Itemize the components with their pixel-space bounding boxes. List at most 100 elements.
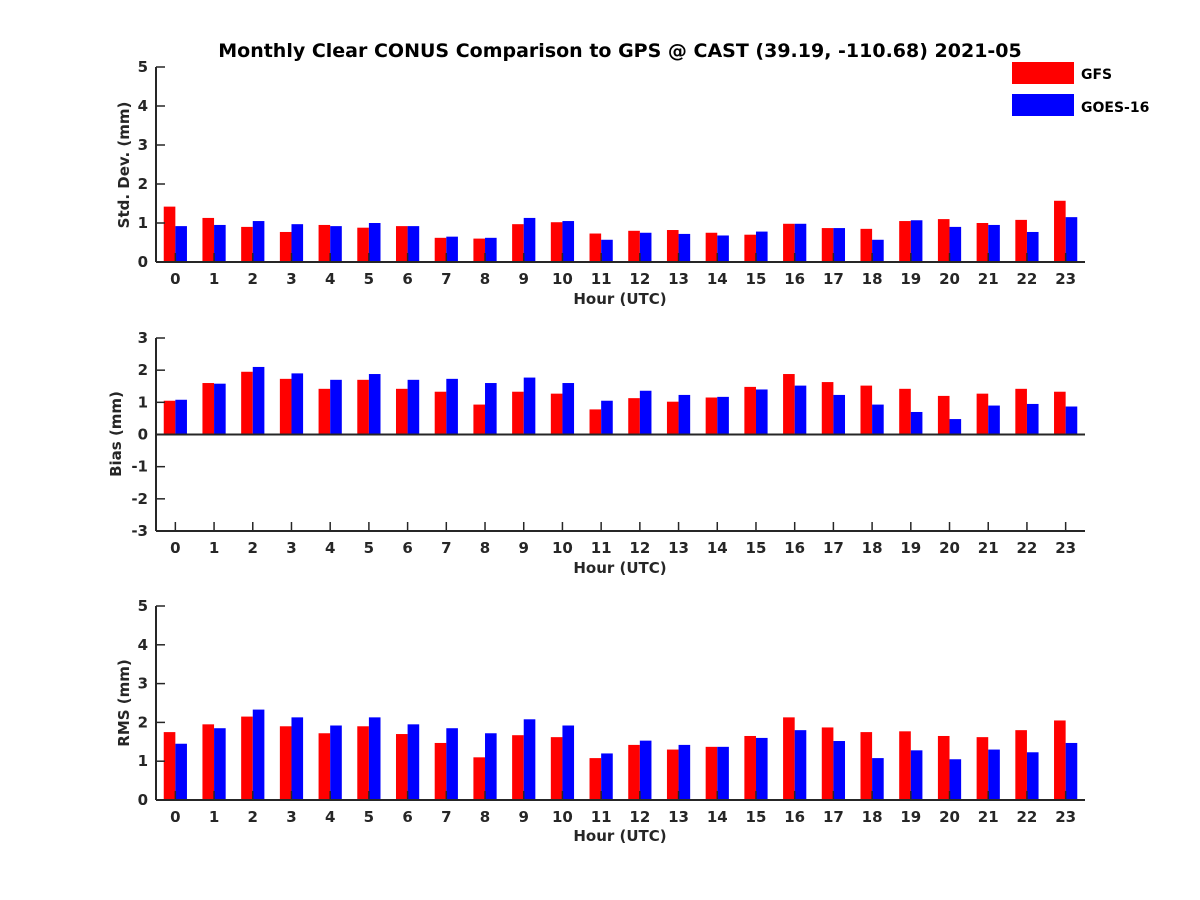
bar-goes-16-hour-8 (485, 733, 497, 800)
bar-goes-16-hour-19 (910, 411, 923, 435)
bar-gfs-hour-4 (318, 733, 331, 800)
x-tick-label: 12 (629, 270, 650, 288)
x-tick-label: 19 (900, 539, 921, 557)
y-tick-label: 1 (138, 393, 148, 411)
bar-goes-16-hour-5 (368, 374, 381, 435)
y-tick-label: 5 (138, 597, 148, 615)
x-tick-label: 7 (441, 539, 451, 557)
bar-goes-16-hour-10 (562, 725, 575, 800)
bar-gfs-hour-6 (395, 734, 408, 800)
bar-gfs-hour-8 (473, 238, 486, 262)
bar-goes-16-hour-14 (717, 746, 729, 800)
bar-goes-16-hour-17 (833, 228, 846, 262)
bar-gfs-hour-11 (589, 409, 602, 435)
bar-gfs-hour-15 (744, 234, 756, 262)
bar-goes-16-hour-10 (562, 383, 575, 435)
bar-goes-16-hour-17 (833, 394, 846, 435)
bar-gfs-hour-7 (434, 742, 447, 800)
x-tick-label: 11 (591, 808, 612, 826)
bar-goes-16-hour-23 (1065, 406, 1078, 435)
bar-gfs-hour-1 (202, 383, 215, 435)
x-tick-label: 0 (170, 539, 180, 557)
x-tick-label: 5 (364, 270, 374, 288)
bar-goes-16-hour-11 (601, 239, 613, 262)
x-tick-label: 2 (248, 539, 258, 557)
x-tick-label: 18 (862, 539, 883, 557)
y-tick-label: 2 (138, 713, 148, 731)
bar-gfs-hour-21 (976, 223, 989, 262)
bar-gfs-hour-23 (1054, 200, 1066, 262)
bar-gfs-hour-21 (976, 393, 989, 435)
bar-gfs-hour-6 (395, 226, 408, 262)
x-tick-label: 8 (480, 539, 490, 557)
x-tick-label: 5 (364, 539, 374, 557)
bar-goes-16-hour-2 (252, 709, 265, 800)
x-tick-label: 4 (325, 539, 335, 557)
x-tick-label: 9 (519, 270, 529, 288)
x-tick-label: 17 (823, 270, 844, 288)
bar-goes-16-hour-19 (910, 220, 923, 262)
bar-goes-16-hour-9 (523, 217, 536, 262)
bar-goes-16-hour-19 (910, 750, 923, 800)
x-tick-label: 10 (552, 808, 573, 826)
bar-goes-16-hour-20 (949, 759, 962, 800)
x-tick-label: 0 (170, 270, 180, 288)
bar-goes-16-hour-0 (175, 399, 187, 435)
bar-gfs-hour-9 (512, 391, 524, 435)
y-tick-label: 3 (138, 136, 148, 154)
bar-goes-16-hour-3 (291, 373, 304, 435)
bar-gfs-hour-5 (357, 726, 369, 800)
bar-gfs-hour-23 (1054, 391, 1066, 435)
bar-gfs-hour-11 (589, 758, 602, 800)
bar-gfs-hour-3 (279, 726, 292, 800)
y-tick-label: 0 (138, 426, 148, 444)
legend-label-goes16: GOES-16 (1081, 100, 1149, 116)
x-tick-label: 0 (170, 808, 180, 826)
x-tick-label: 4 (325, 808, 335, 826)
x-tick-label: 1 (209, 808, 219, 826)
x-tick-label: 23 (1055, 270, 1076, 288)
bar-goes-16-hour-21 (988, 405, 1000, 435)
x-tick-label: 6 (402, 808, 412, 826)
bar-goes-16-hour-16 (794, 223, 807, 262)
x-tick-label: 2 (248, 808, 258, 826)
bar-gfs-hour-10 (550, 737, 563, 800)
bar-gfs-hour-18 (860, 228, 873, 262)
bar-gfs-hour-13 (666, 230, 679, 262)
x-tick-label: 3 (286, 270, 296, 288)
x-tick-label: 18 (862, 270, 883, 288)
x-tick-label: 16 (784, 270, 805, 288)
y-tick-label: -3 (131, 522, 148, 540)
y-tick-label: 1 (138, 752, 148, 770)
y-axis-label: Std. Dev. (mm) (115, 102, 133, 229)
bar-gfs-hour-12 (628, 744, 640, 800)
x-tick-label: 10 (552, 270, 573, 288)
x-tick-label: 18 (862, 808, 883, 826)
bar-goes-16-hour-15 (755, 231, 768, 262)
x-tick-label: 12 (629, 539, 650, 557)
bar-gfs-hour-12 (628, 398, 640, 435)
x-tick-label: 17 (823, 808, 844, 826)
bar-gfs-hour-19 (899, 731, 911, 800)
bar-gfs-hour-12 (628, 230, 640, 262)
x-tick-label: 7 (441, 270, 451, 288)
bar-gfs-hour-2 (241, 226, 253, 262)
bar-gfs-hour-23 (1054, 720, 1066, 800)
bar-gfs-hour-18 (860, 385, 873, 435)
x-tick-label: 1 (209, 270, 219, 288)
bar-gfs-hour-6 (395, 388, 408, 435)
x-tick-label: 20 (939, 808, 960, 826)
x-tick-label: 19 (900, 808, 921, 826)
bar-goes-16-hour-22 (1026, 231, 1039, 262)
y-tick-label: 3 (138, 329, 148, 347)
x-tick-label: 15 (746, 808, 767, 826)
x-tick-label: 7 (441, 808, 451, 826)
bar-gfs-hour-7 (434, 391, 447, 435)
x-tick-label: 14 (707, 808, 728, 826)
bar-goes-16-hour-6 (407, 226, 420, 262)
x-tick-label: 22 (1017, 808, 1038, 826)
legend-swatch-gfs (1012, 62, 1074, 84)
bar-gfs-hour-7 (434, 237, 447, 262)
bar-gfs-hour-1 (202, 724, 215, 800)
